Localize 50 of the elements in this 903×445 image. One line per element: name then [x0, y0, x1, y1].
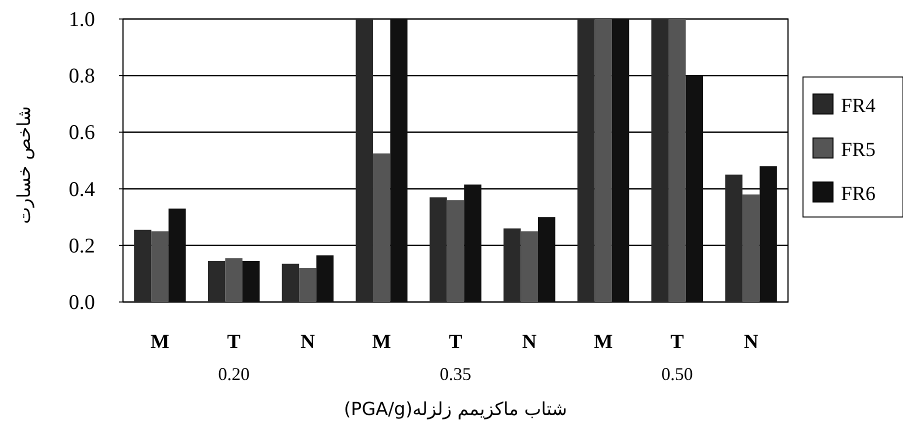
y-tick-label: 0.0	[68, 290, 95, 314]
bar	[686, 76, 704, 302]
bar	[134, 230, 152, 302]
y-axis-title: شاخص خسارت	[14, 106, 35, 224]
bar	[742, 194, 760, 302]
bar	[151, 231, 169, 302]
x-tick-label: T	[670, 331, 684, 353]
bar	[651, 19, 669, 302]
bar	[316, 255, 334, 302]
bar	[520, 231, 538, 302]
text: 0.35	[440, 364, 472, 384]
y-tick-label: 0.8	[68, 64, 95, 88]
y-tick-label: 0.4	[68, 176, 96, 201]
x-tick-label: N	[522, 331, 538, 353]
x-tick-label: M	[150, 331, 170, 353]
x-tick-label: M	[372, 331, 392, 353]
bar	[356, 19, 373, 302]
bar	[430, 197, 447, 302]
bar	[725, 174, 742, 302]
bar	[168, 208, 186, 302]
bar	[225, 258, 242, 302]
y-tick-label: 0.2	[68, 233, 95, 258]
text: 0.50	[661, 364, 693, 384]
bar	[760, 166, 777, 302]
bar	[282, 264, 300, 302]
y-tick-label: 1.0	[68, 7, 95, 31]
x-tick-label: T	[448, 331, 463, 353]
bar	[372, 153, 390, 302]
bar	[390, 19, 408, 302]
x-tick-label: N	[744, 331, 759, 353]
x-tick-label: T	[227, 331, 242, 353]
bar	[242, 260, 260, 302]
bar	[464, 184, 482, 302]
legend-label: FR6	[841, 183, 876, 205]
x-axis-title: شتاب ماکزیمم زلزله(PGA/g)	[344, 399, 568, 420]
bar	[668, 19, 686, 302]
legend-label: FR5	[841, 139, 876, 161]
bar	[446, 200, 464, 302]
bar	[538, 217, 556, 302]
bar	[612, 19, 630, 302]
bar	[594, 19, 612, 302]
y-tick-label: 0.6	[68, 120, 95, 144]
x-tick-label: M	[594, 331, 613, 353]
bar	[577, 19, 595, 302]
legend-label: FR4	[841, 95, 876, 117]
x-tick-label: N	[300, 331, 316, 353]
bar	[208, 260, 226, 302]
text: 0.20	[218, 364, 250, 384]
bar	[504, 228, 521, 302]
bar	[299, 268, 316, 302]
